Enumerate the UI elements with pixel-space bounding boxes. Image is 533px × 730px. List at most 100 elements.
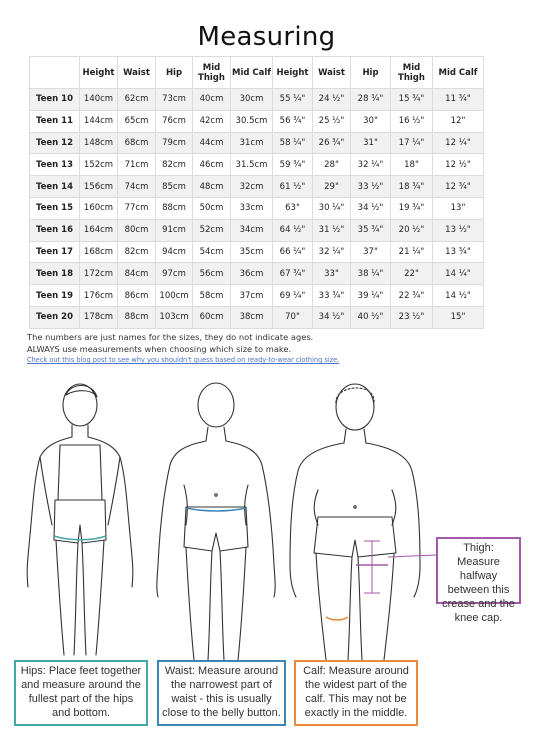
size-name-cell: Teen 17	[29, 240, 80, 264]
table-row: Teen 10 140cm 62cm 73cm 40cm 30cm 55 ¼" 24 ½" 28…	[29, 88, 484, 111]
measurement-cell: 144cm	[79, 109, 118, 133]
measurement-cell: 31"	[350, 131, 391, 155]
measurement-cell: 56 ¾"	[272, 109, 313, 133]
figure-teen-three	[289, 383, 421, 661]
size-name-cell: Teen 11	[29, 109, 80, 133]
measurement-cell: 21 ¼"	[390, 240, 433, 264]
table-header-cell: Mid Calf	[230, 56, 273, 89]
measurement-cell: 24 ½"	[312, 88, 351, 111]
measurement-cell: 17 ¼"	[390, 131, 433, 155]
table-header-cell: Hip	[155, 56, 193, 89]
measurement-cell: 94cm	[155, 240, 193, 264]
measurement-cell: 14 ½"	[432, 284, 484, 307]
measurement-cell: 31 ½"	[312, 218, 351, 242]
measurement-cell: 71cm	[117, 153, 156, 177]
table-row: Teen 15 160cm 77cm 88cm 50cm 33cm 63" 30 ¼" 34 ½…	[29, 196, 484, 220]
measurement-cell: 42cm	[192, 109, 231, 133]
measurement-cell: 32cm	[230, 175, 273, 198]
measurement-cell: 18 ¾"	[390, 175, 433, 198]
size-name-cell: Teen 15	[29, 196, 80, 220]
measurement-cell: 59 ¾"	[272, 153, 313, 177]
measurement-cell: 30 ¼"	[312, 196, 351, 220]
measurement-cell: 56cm	[192, 262, 231, 286]
table-header-cell: Waist	[312, 56, 351, 89]
measurement-cell: 33cm	[230, 196, 273, 220]
table-header-cell: Height	[79, 56, 118, 89]
measurement-cell: 15 ¾"	[390, 88, 433, 111]
thigh-callout: Thigh: Measure halfway between this crea…	[436, 537, 521, 624]
measurement-cell: 34cm	[230, 218, 273, 242]
measurement-cell: 40 ½"	[350, 305, 391, 329]
thigh-tick-marks	[364, 540, 380, 594]
measurement-cell: 13 ½"	[432, 218, 484, 242]
table-header-cell: Mid Thigh	[390, 56, 433, 89]
measurement-cell: 164cm	[79, 218, 118, 242]
size-name-cell: Teen 13	[29, 153, 80, 177]
size-name-cell: Teen 19	[29, 284, 80, 307]
measurement-cell: 32 ¼"	[312, 240, 351, 264]
measurement-cell: 12 ¾"	[432, 175, 484, 198]
measurement-cell: 44cm	[192, 131, 231, 155]
measurement-cell: 46cm	[192, 153, 231, 177]
measurement-cell: 19 ¾"	[390, 196, 433, 220]
measurement-cell: 31cm	[230, 131, 273, 155]
measurement-cell: 39 ¼"	[350, 284, 391, 307]
measurement-cell: 48cm	[192, 175, 231, 198]
table-header-cell: Mid Calf	[432, 56, 484, 89]
measurement-cell: 160cm	[79, 196, 118, 220]
table-row: Teen 20 178cm 88cm 103cm 60cm 38cm 70" 34 ½" 40 …	[29, 305, 484, 329]
measurement-cell: 88cm	[155, 196, 193, 220]
measurement-cell: 16 ½"	[390, 109, 433, 133]
measurement-cell: 74cm	[117, 175, 156, 198]
measurement-cell: 12 ½"	[432, 153, 484, 177]
measurement-cell: 15"	[432, 305, 484, 329]
measurement-cell: 66 ¼"	[272, 240, 313, 264]
measurement-cell: 32 ¼"	[350, 153, 391, 177]
measurement-cell: 20 ½"	[390, 218, 433, 242]
measurement-cell: 73cm	[155, 88, 193, 111]
measurement-cell: 35cm	[230, 240, 273, 264]
measurement-cell: 22 ¾"	[390, 284, 433, 307]
measurement-cell: 168cm	[79, 240, 118, 264]
measurement-cell: 30.5cm	[230, 109, 273, 133]
measurement-cell: 65cm	[117, 109, 156, 133]
measurement-cell: 37cm	[230, 284, 273, 307]
waist-callout: Waist: Measure around the narrowest part…	[157, 660, 286, 726]
measurement-cell: 77cm	[117, 196, 156, 220]
measurement-cell: 91cm	[155, 218, 193, 242]
page-title: Measuring	[197, 22, 336, 52]
measurement-cell: 11 ¾"	[432, 88, 484, 111]
measurement-cell: 12"	[432, 109, 484, 133]
measurement-cell: 55 ¼"	[272, 88, 313, 111]
note-line-2: ALWAYS use measurements when choosing wh…	[27, 344, 292, 354]
table-header-cell: Mid Thigh	[192, 56, 231, 89]
measurement-cell: 30"	[350, 109, 391, 133]
table-header-cell: Height	[272, 56, 313, 89]
table-row: Teen 12 148cm 68cm 79cm 44cm 31cm 58 ¼" 26 ¾" 31…	[29, 131, 484, 155]
table-row: Teen 13 152cm 71cm 82cm 46cm 31.5cm 59 ¾" 28" 32…	[29, 153, 484, 177]
measurement-cell: 35 ¾"	[350, 218, 391, 242]
table-header-row: Height Waist Hip Mid Thigh Mid Calf Height Wai…	[29, 56, 484, 89]
measurement-cell: 140cm	[79, 88, 118, 111]
measurement-cell: 82cm	[155, 153, 193, 177]
measurement-cell: 80cm	[117, 218, 156, 242]
blog-post-link[interactable]: Check out this blog post to see why you …	[27, 356, 340, 364]
table-row: Teen 11 144cm 65cm 76cm 42cm 30.5cm 56 ¾" 25 ½"…	[29, 109, 484, 133]
measurement-cell: 13"	[432, 196, 484, 220]
measurement-cell: 70"	[272, 305, 313, 329]
table-header-cell: Hip	[350, 56, 391, 89]
measurement-cell: 33 ¾"	[312, 284, 351, 307]
measurement-cell: 62cm	[117, 88, 156, 111]
calf-measure-line	[325, 616, 349, 621]
measurement-cell: 79cm	[155, 131, 193, 155]
table-header-corner	[29, 56, 80, 89]
measurement-cell: 28 ¾"	[350, 88, 391, 111]
table-header-cell: Waist	[117, 56, 156, 89]
measurement-cell: 68cm	[117, 131, 156, 155]
measurement-cell: 67 ¾"	[272, 262, 313, 286]
body-figures-illustration	[26, 382, 437, 661]
figure-teen-one	[26, 383, 134, 656]
measurement-cell: 31.5cm	[230, 153, 273, 177]
measurement-cell: 26 ¾"	[312, 131, 351, 155]
measurement-cell: 176cm	[79, 284, 118, 307]
